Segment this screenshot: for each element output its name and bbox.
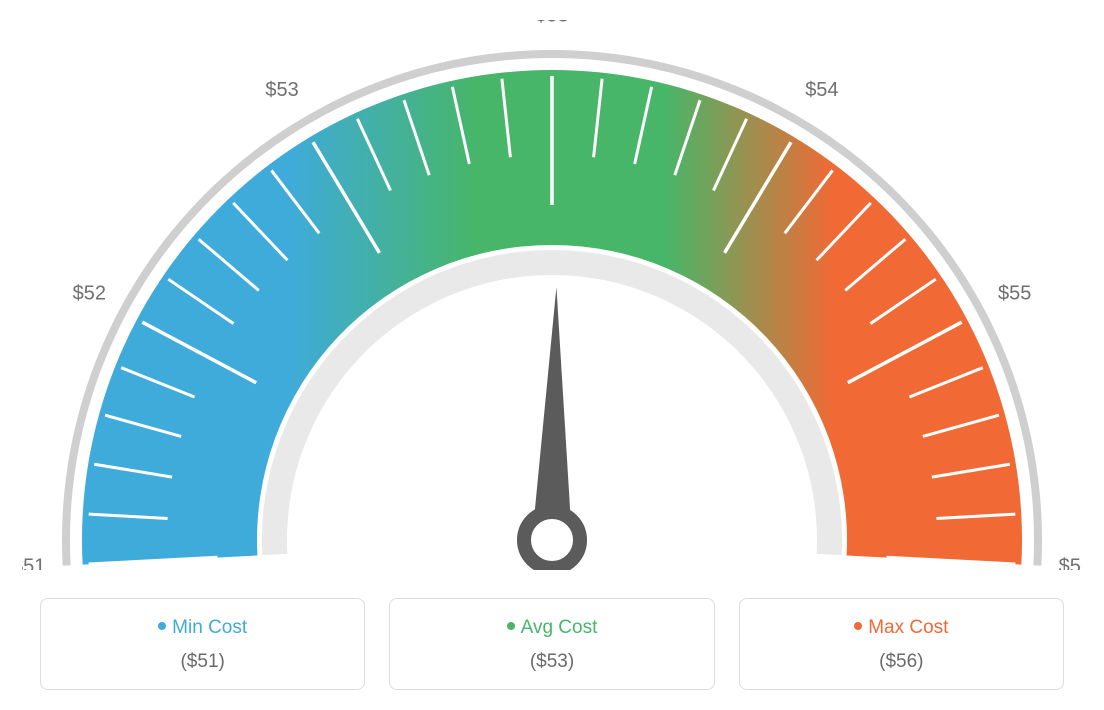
dot-icon: [158, 622, 166, 630]
svg-text:$53: $53: [535, 20, 568, 26]
legend-card-avg: Avg Cost ($53): [389, 598, 714, 690]
svg-text:$52: $52: [73, 282, 106, 304]
legend-min-title: Min Cost: [41, 617, 364, 639]
legend-card-min: Min Cost ($51): [40, 598, 365, 690]
legend-min-label: Min Cost: [172, 617, 247, 638]
svg-text:$55: $55: [998, 282, 1031, 304]
legend-card-max: Max Cost ($56): [739, 598, 1064, 690]
legend-row: Min Cost ($51) Avg Cost ($53) Max Cost (…: [20, 598, 1084, 690]
dot-icon: [507, 622, 515, 630]
svg-text:$51: $51: [22, 556, 45, 570]
gauge-chart: $51 $52 $53 $53 $54 $55 $56: [20, 20, 1084, 570]
legend-min-value: ($51): [41, 651, 364, 673]
legend-avg-title: Avg Cost: [390, 617, 713, 639]
legend-avg-label: Avg Cost: [521, 617, 598, 638]
dot-icon: [854, 622, 862, 630]
svg-text:$54: $54: [805, 79, 838, 101]
svg-text:$56: $56: [1059, 556, 1082, 570]
legend-avg-value: ($53): [390, 651, 713, 673]
svg-text:$53: $53: [265, 79, 298, 101]
legend-max-label: Max Cost: [868, 617, 948, 638]
legend-max-title: Max Cost: [740, 617, 1063, 639]
legend-max-value: ($56): [740, 651, 1063, 673]
